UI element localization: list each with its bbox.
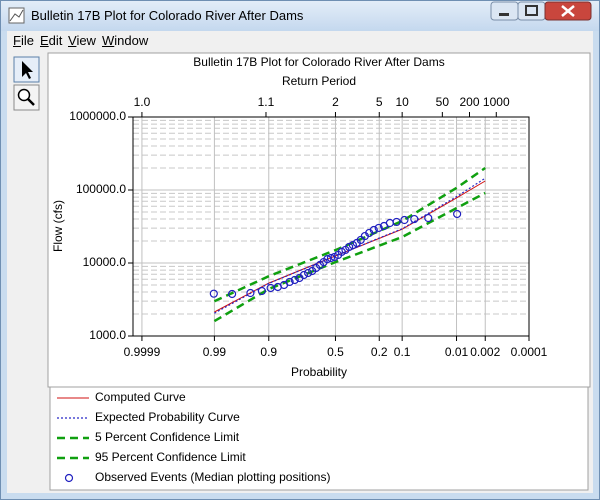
observed-point bbox=[330, 252, 339, 262]
window-title: Bulletin 17B Plot for Colorado River Aft… bbox=[31, 8, 304, 23]
y-tick-label: 100000.0 bbox=[76, 182, 126, 196]
close-glyph bbox=[561, 5, 575, 17]
menu-item[interactable]: File bbox=[13, 33, 34, 48]
chart-title: Bulletin 17B Plot for Colorado River Aft… bbox=[193, 55, 444, 69]
y-tick-label: 10000.0 bbox=[83, 255, 127, 269]
x-tick-label: 0.9999 bbox=[124, 345, 161, 359]
maximize-button[interactable] bbox=[517, 1, 546, 21]
x2-tick-label: 1.0 bbox=[134, 95, 151, 109]
menu-item[interactable]: View bbox=[68, 33, 96, 48]
x2-tick-label: 1.1 bbox=[258, 95, 275, 109]
legend-label: Observed Events (Median plotting positio… bbox=[95, 470, 330, 484]
title-bar: Bulletin 17B Plot for Colorado River Aft… bbox=[1, 1, 599, 31]
menu-bar: File Edit View Window bbox=[7, 31, 593, 51]
minimize-glyph bbox=[499, 13, 509, 16]
observed-point bbox=[209, 289, 218, 298]
observed-point bbox=[352, 238, 361, 248]
minimize-button[interactable] bbox=[490, 1, 519, 21]
observed-point bbox=[453, 209, 462, 219]
x2-tick-label: 200 bbox=[459, 95, 479, 109]
observed-point bbox=[266, 283, 275, 293]
legend-label: 95 Percent Confidence Limit bbox=[95, 450, 246, 464]
observed-point bbox=[246, 288, 255, 298]
x2-tick-label: 10 bbox=[395, 95, 409, 109]
plot-panel bbox=[47, 52, 591, 388]
x-tick-label: 0.1 bbox=[394, 345, 411, 359]
x-tick-label: 0.5 bbox=[327, 345, 344, 359]
x-axis-label: Probability bbox=[291, 365, 347, 379]
maximize-glyph bbox=[525, 5, 538, 16]
legend-label: Expected Probability Curve bbox=[95, 410, 240, 424]
legend-box bbox=[49, 386, 589, 491]
y-axis-label: Flow (cfs) bbox=[51, 200, 65, 252]
x-tick-label: 0.0001 bbox=[511, 345, 548, 359]
x2-tick-label: 50 bbox=[436, 95, 450, 109]
zoom-tool-handle bbox=[27, 98, 35, 106]
title-bar-decor bbox=[8, 1, 592, 24]
zoom-tool-icon bbox=[17, 88, 31, 102]
observed-point bbox=[227, 289, 237, 299]
x-tick-label: 0.99 bbox=[203, 345, 227, 359]
y-tick-label: 1000.0 bbox=[89, 328, 126, 342]
observed-point bbox=[304, 268, 313, 278]
menu-item[interactable]: Edit bbox=[40, 33, 63, 48]
legend-label: Computed Curve bbox=[95, 390, 186, 404]
observed-point bbox=[290, 275, 299, 285]
menu-item[interactable]: Window bbox=[102, 33, 149, 48]
observed-point bbox=[410, 214, 419, 224]
x-tick-label: 0.01 bbox=[445, 345, 469, 359]
series-line bbox=[213, 166, 486, 303]
y-tick-label: 1000000.0 bbox=[69, 109, 126, 123]
x-tick-label: 0.002 bbox=[470, 345, 500, 359]
x-tick-label: 0.9 bbox=[260, 345, 277, 359]
x2-tick-label: 1000 bbox=[483, 95, 510, 109]
plot-area bbox=[132, 116, 530, 337]
observed-point bbox=[308, 266, 317, 276]
observed-point bbox=[257, 286, 266, 296]
observed-point bbox=[326, 253, 336, 263]
observed-point bbox=[295, 273, 304, 283]
observed-point bbox=[379, 221, 389, 231]
chart: Bulletin 17B Plot for Colorado River Aft… bbox=[13, 52, 591, 491]
observed-point bbox=[400, 215, 409, 225]
select-tool-icon bbox=[22, 61, 33, 79]
observed-point bbox=[374, 223, 383, 233]
x-tick-label: 0.2 bbox=[371, 345, 388, 359]
x2-tick-label: 5 bbox=[376, 95, 383, 109]
x2-axis-label: Return Period bbox=[282, 74, 356, 88]
client-area: Bulletin 17B Plot for Colorado River Aft… bbox=[7, 51, 593, 493]
legend-label: 5 Percent Confidence Limit bbox=[95, 430, 240, 444]
legend-marker bbox=[64, 473, 74, 483]
x2-tick-label: 2 bbox=[332, 95, 339, 109]
app-icon-glyph bbox=[9, 9, 24, 22]
observed-point bbox=[348, 240, 357, 250]
observed-point bbox=[424, 213, 433, 223]
